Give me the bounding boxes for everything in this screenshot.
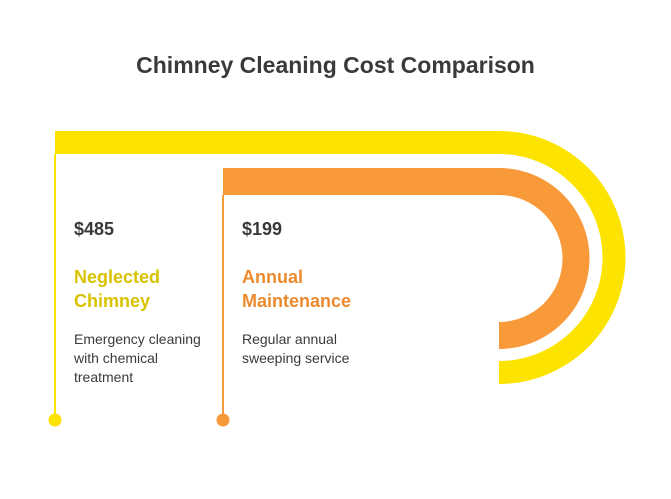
- neglected-leader-dot: [48, 413, 62, 427]
- annual-leader-dot: [216, 413, 230, 427]
- annual-maintenance-card: $199 Annual Maintenance Regular annual s…: [242, 219, 412, 368]
- neglected-description: Emergency cleaning with chemical treatme…: [74, 331, 201, 385]
- neglected-price: $485: [74, 219, 115, 239]
- annual-description: Regular annual sweeping service: [242, 331, 350, 366]
- diagram-title: Chimney Cleaning Cost Comparison: [136, 52, 535, 78]
- annual-arc-band: [223, 168, 590, 349]
- annual-label: Annual Maintenance: [242, 267, 352, 311]
- neglected-chimney-card: $485 Neglected Chimney Emergency cleanin…: [74, 219, 219, 387]
- annual-price: $199: [242, 219, 283, 239]
- neglected-arc-band: [55, 131, 626, 385]
- neglected-label: Neglected Chimney: [74, 267, 161, 311]
